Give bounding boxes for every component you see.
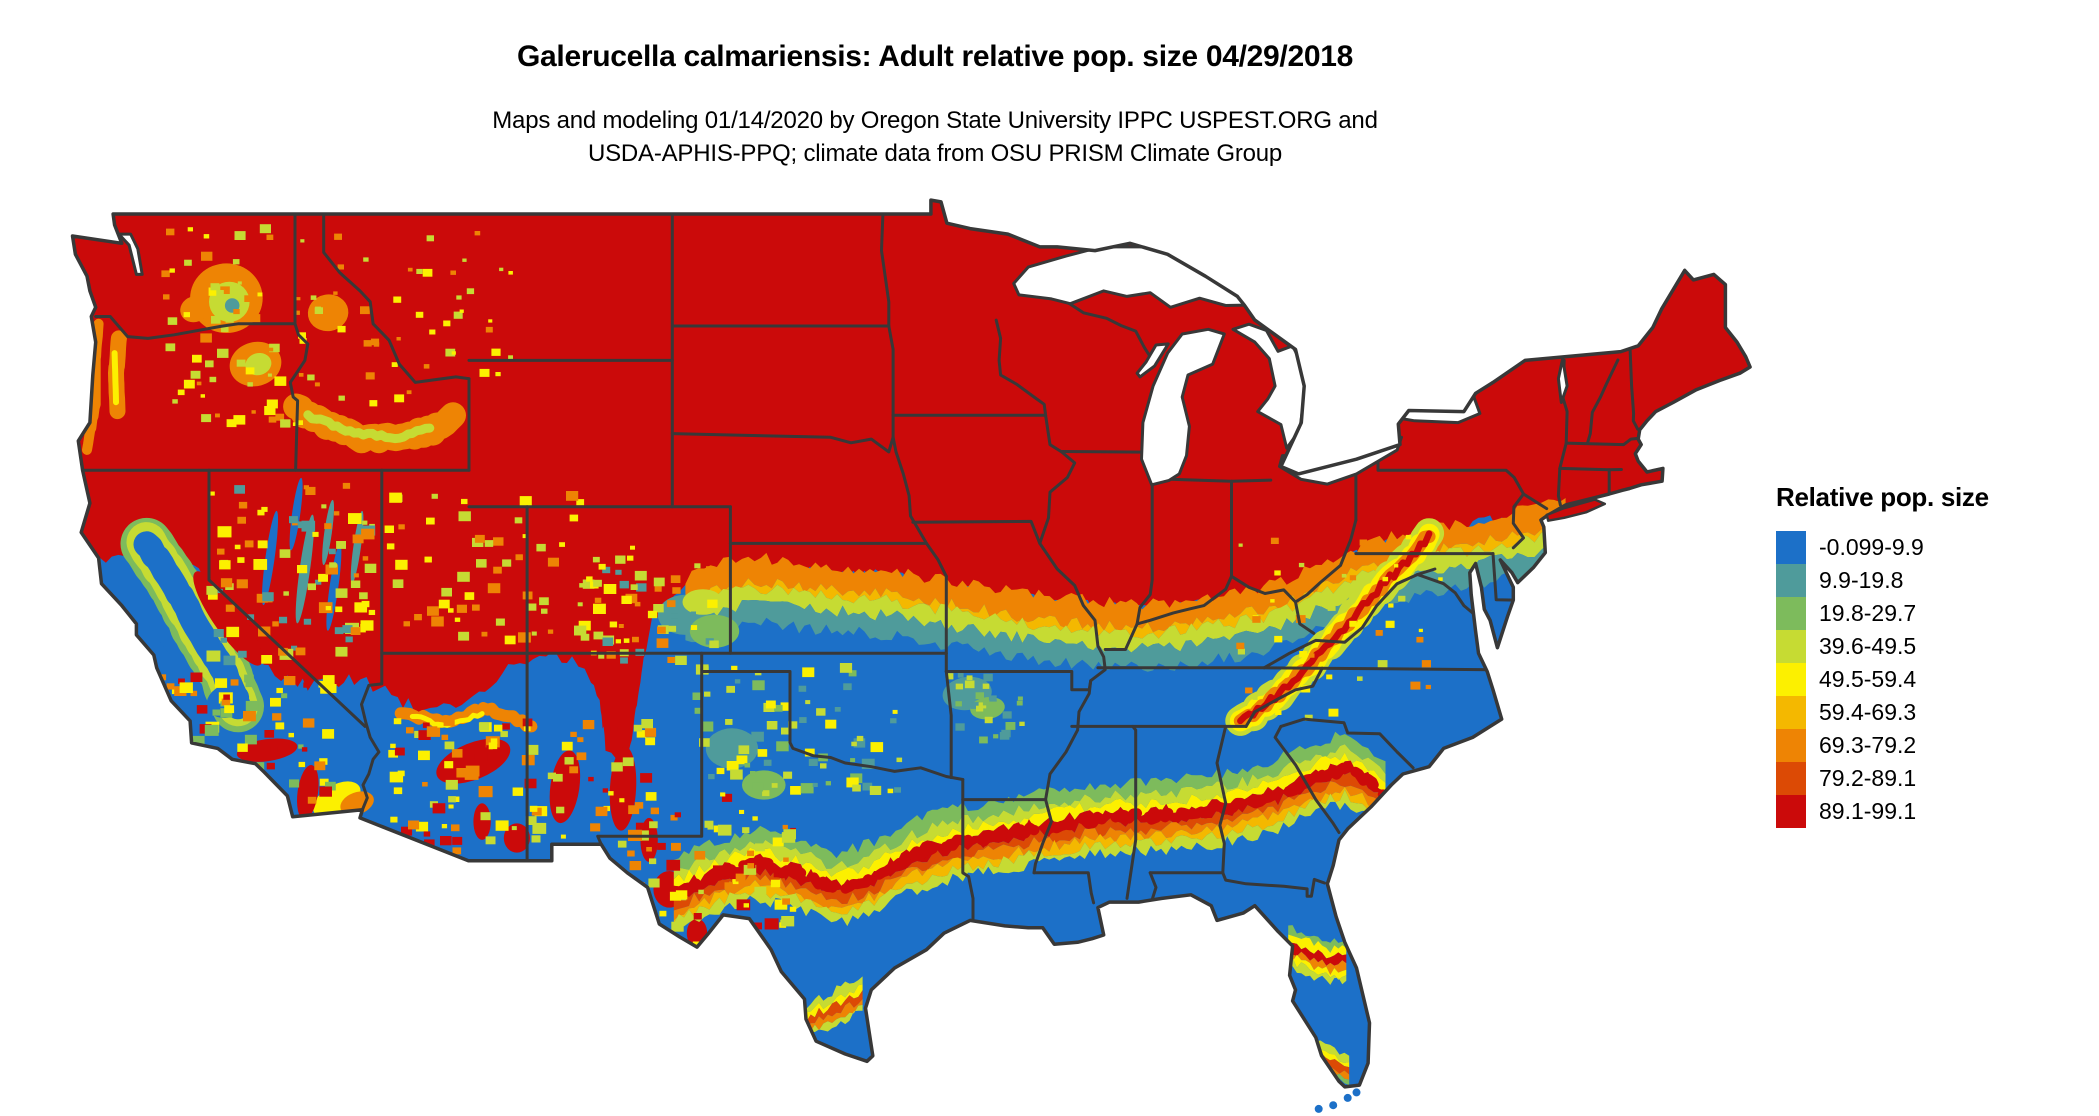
- legend-item: 19.8-29.7: [1776, 597, 1989, 630]
- legend-swatch: [1776, 696, 1806, 729]
- legend-swatch: [1776, 729, 1806, 762]
- legend-title: Relative pop. size: [1776, 482, 1989, 512]
- legend-items: -0.099-9.9 9.9-19.8 19.8-29.7 39.6-49.5 49.5…: [1776, 531, 1989, 828]
- legend-item: 9.9-19.8: [1776, 564, 1989, 597]
- legend-swatch: [1776, 795, 1806, 828]
- legend-range-label: 69.3-79.2: [1819, 732, 1917, 758]
- legend-range-label: 9.9-19.8: [1819, 567, 1904, 593]
- legend-item: 59.4-69.3: [1776, 696, 1989, 729]
- legend-item: 39.6-49.5: [1776, 630, 1989, 663]
- legend-swatch: [1776, 531, 1806, 564]
- figure-header: Galerucella calmariensis: Adult relative…: [0, 40, 1870, 170]
- legend-swatch: [1776, 762, 1806, 795]
- legend-swatch: [1776, 597, 1806, 630]
- legend-range-label: 19.8-29.7: [1819, 600, 1917, 626]
- legend-swatch: [1776, 564, 1806, 597]
- legend-item: -0.099-9.9: [1776, 531, 1989, 564]
- map-legend: Relative pop. size -0.099-9.9 9.9-19.8 19.…: [1776, 482, 1989, 828]
- legend-range-label: 39.6-49.5: [1819, 633, 1917, 659]
- figure-title: Galerucella calmariensis: Adult relative…: [516, 40, 1353, 73]
- legend-item: 89.1-99.1: [1776, 795, 1989, 828]
- legend-range-label: 59.4-69.3: [1819, 699, 1917, 725]
- figure-subtitle-line1: Maps and modeling 01/14/2020 by Oregon S…: [492, 107, 1378, 134]
- legend-item: 69.3-79.2: [1776, 729, 1989, 762]
- legend-item: 79.2-89.1: [1776, 762, 1989, 795]
- us-choropleth-map: [70, 198, 1752, 1113]
- legend-range-label: -0.099-9.9: [1819, 534, 1924, 560]
- legend-swatch: [1776, 663, 1806, 696]
- legend-range-label: 49.5-59.4: [1819, 666, 1917, 692]
- legend-range-label: 79.2-89.1: [1819, 765, 1917, 791]
- legend-range-label: 89.1-99.1: [1819, 798, 1917, 824]
- legend-swatch: [1776, 630, 1806, 663]
- figure-subtitle-line2: USDA-APHIS-PPQ; climate data from OSU PR…: [587, 140, 1283, 167]
- legend-item: 49.5-59.4: [1776, 663, 1989, 696]
